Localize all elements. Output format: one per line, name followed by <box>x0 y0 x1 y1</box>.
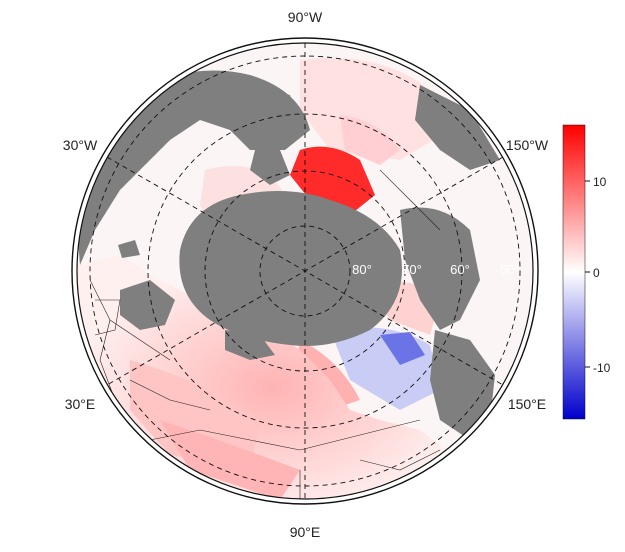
graticule <box>89 43 521 499</box>
map-inner-border <box>76 42 534 500</box>
arctic-ocean-mask <box>179 191 402 346</box>
anomaly-patch-bering-deep-cold <box>380 332 425 365</box>
meridian-150w-30e <box>106 156 504 386</box>
lat-label-60: 60° <box>450 262 470 277</box>
colorbar-tick-label-0: 0 <box>593 266 600 280</box>
lon-label-top: 90°W <box>288 9 323 25</box>
colorbar-tick-label-10: 10 <box>593 175 607 189</box>
lon-label-upper-right: 150°W <box>506 137 549 153</box>
map-disk <box>77 43 533 499</box>
lon-label-bottom: 90°E <box>290 524 321 540</box>
lat-label-80: 80° <box>352 262 372 277</box>
lat-label-70: 70° <box>402 262 422 277</box>
svalbard-land <box>245 282 262 298</box>
hudson-bay-land <box>250 150 290 185</box>
scandinavia-land <box>120 280 175 330</box>
lon-label-lower-right: 150°E <box>508 396 546 412</box>
country-borders <box>89 169 441 499</box>
anomaly-patch-aleutian-warm <box>295 340 360 410</box>
lat-label-50: 50° <box>500 262 520 277</box>
alaska-yukon-land <box>400 207 480 330</box>
colorbar: 10 0 -10 <box>562 124 611 420</box>
central-asia-warm-patch <box>160 420 300 499</box>
baffin-island <box>260 90 300 145</box>
colorbar-gradient <box>562 124 586 420</box>
iceland-land <box>118 240 140 258</box>
lon-label-upper-left: 30°W <box>63 137 98 153</box>
novaya-zemlya-land <box>225 330 275 360</box>
anomaly-patch-labrador-sea <box>340 115 400 165</box>
eastern-siberia-land <box>430 330 495 440</box>
map-outer-border <box>71 37 539 505</box>
latitude-circle-60 <box>147 113 463 429</box>
siberia-warm-patch <box>130 360 260 470</box>
anomaly-patch-north-atlantic <box>300 58 450 160</box>
colorbar-tick-label-minus10: -10 <box>593 361 611 375</box>
lon-label-lower-left: 30°E <box>65 396 96 412</box>
northwest-america-land <box>415 85 500 170</box>
